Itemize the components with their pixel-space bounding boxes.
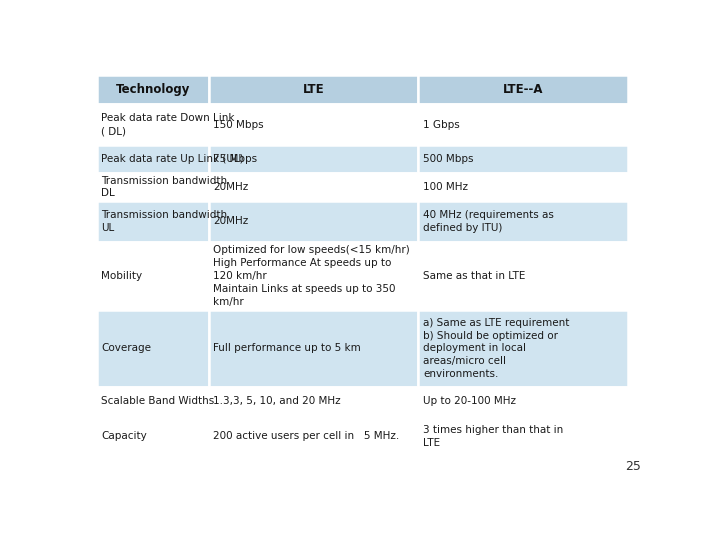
Bar [418, 415, 629, 458]
Bar [96, 75, 209, 104]
Text: LTE--A: LTE--A [503, 83, 544, 96]
Text: Capacity: Capacity [101, 431, 147, 441]
Text: Transmission bandwidth
UL: Transmission bandwidth UL [101, 210, 228, 233]
Text: 25: 25 [626, 460, 642, 473]
Text: Coverage: Coverage [101, 343, 151, 354]
Bar [209, 145, 418, 173]
Bar [209, 310, 418, 387]
Text: a) Same as LTE requirement
b) Should be optimized or
deployment in local
areas/m: a) Same as LTE requirement b) Should be … [423, 318, 570, 379]
Bar [96, 387, 209, 415]
Bar [209, 173, 418, 201]
Bar [96, 415, 209, 458]
Bar [96, 145, 209, 173]
Bar [209, 201, 418, 242]
Text: 200 active users per cell in   5 MHz.: 200 active users per cell in 5 MHz. [213, 431, 399, 441]
Bar [96, 242, 209, 310]
Text: Same as that in LTE: Same as that in LTE [423, 271, 526, 281]
Bar [418, 242, 629, 310]
Bar [209, 415, 418, 458]
Text: 150 Mbps: 150 Mbps [213, 120, 264, 130]
Text: Peak data rate Up Link (UL): Peak data rate Up Link (UL) [101, 154, 244, 164]
Text: 20MHz: 20MHz [213, 182, 248, 192]
Bar [418, 310, 629, 387]
Text: Up to 20-100 MHz: Up to 20-100 MHz [423, 395, 516, 406]
Text: Optimized for low speeds(<15 km/hr)
High Performance At speeds up to
120 km/hr
M: Optimized for low speeds(<15 km/hr) High… [213, 245, 410, 307]
Text: Technology: Technology [115, 83, 190, 96]
Text: 1.3,3, 5, 10, and 20 MHz: 1.3,3, 5, 10, and 20 MHz [213, 395, 341, 406]
Text: 3 times higher than that in
LTE: 3 times higher than that in LTE [423, 425, 563, 448]
Bar [418, 201, 629, 242]
Text: 20MHz: 20MHz [213, 217, 248, 226]
Text: Full performance up to 5 km: Full performance up to 5 km [213, 343, 361, 354]
Bar [418, 104, 629, 145]
Bar [96, 310, 209, 387]
Bar [209, 75, 418, 104]
Bar [209, 387, 418, 415]
Text: 100 MHz: 100 MHz [423, 182, 468, 192]
Bar [209, 104, 418, 145]
Bar [418, 173, 629, 201]
Bar [96, 104, 209, 145]
Text: 500 Mbps: 500 Mbps [423, 154, 474, 164]
Bar [418, 145, 629, 173]
Text: Scalable Band Widths: Scalable Band Widths [101, 395, 215, 406]
Bar [96, 201, 209, 242]
Text: 75 Mbps: 75 Mbps [213, 154, 257, 164]
Text: LTE: LTE [302, 83, 324, 96]
Bar [418, 387, 629, 415]
Text: Peak data rate Down Link
( DL): Peak data rate Down Link ( DL) [101, 113, 235, 136]
Text: Mobility: Mobility [101, 271, 143, 281]
Text: Transmission bandwidth
DL: Transmission bandwidth DL [101, 176, 228, 198]
Text: 40 MHz (requirements as
defined by ITU): 40 MHz (requirements as defined by ITU) [423, 210, 554, 233]
Bar [209, 242, 418, 310]
Bar [418, 75, 629, 104]
Bar [96, 173, 209, 201]
Text: 1 Gbps: 1 Gbps [423, 120, 459, 130]
